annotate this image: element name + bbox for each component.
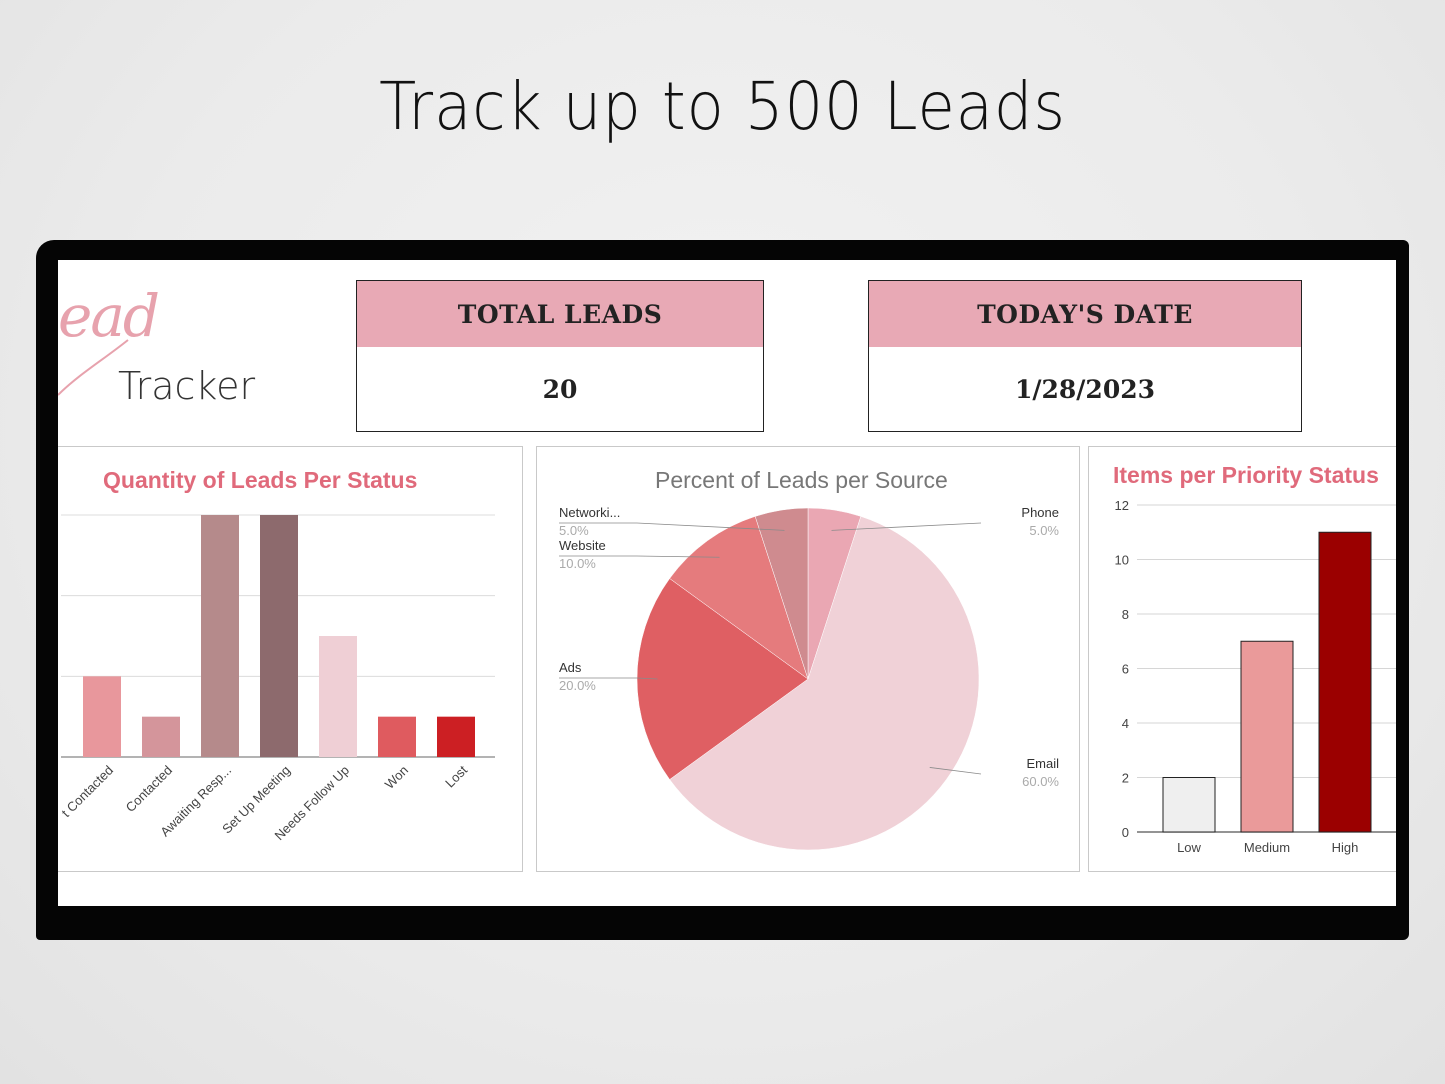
- slice-ads: [636, 578, 809, 780]
- pie-percent-label: 5.0%: [559, 523, 589, 538]
- leader-line: [559, 522, 785, 531]
- priority-chart-panel[interactable]: Items per Priority Status 0 2 4 6 8 10 12 Low Me…: [1088, 446, 1396, 872]
- logo-script: ead: [58, 282, 160, 350]
- leader-line: [559, 555, 720, 558]
- slice-networking: [754, 507, 809, 680]
- y-tick-label: 8: [1122, 607, 1129, 622]
- y-tick-label: 10: [1115, 553, 1129, 568]
- leader-line: [559, 677, 658, 680]
- logo-tracker: Tracker: [118, 364, 256, 408]
- source-chart-panel[interactable]: Percent of Leads per Source Phone 5.0% Ema…: [536, 446, 1080, 872]
- x-tick-label: Contacted: [123, 763, 176, 816]
- pie-label: Website: [559, 538, 606, 553]
- dashboard-screen: ead Tracker TOTAL LEADS 20 TODAY'S DATE …: [58, 260, 1396, 906]
- pie-label: Ads: [559, 660, 582, 675]
- pie-percent-label: 10.0%: [559, 556, 596, 571]
- x-tick-label: t Contacted: [58, 763, 116, 821]
- bar-lost: [437, 716, 475, 757]
- pie-label: Networki...: [559, 505, 620, 520]
- bar-set-up-meeting: [260, 515, 298, 757]
- bar-won: [378, 716, 416, 757]
- headline: Track up to 500 Leads: [379, 68, 1066, 145]
- pie-percent-label: 60.0%: [1022, 774, 1059, 789]
- leader-line: [929, 767, 982, 775]
- todays-date-value: 1/28/2023: [1014, 374, 1156, 404]
- source-pie-chart: Phone 5.0% Email 60.0% Ads 20.0% Website 10.0% N…: [559, 505, 1059, 851]
- y-tick-label: 6: [1122, 662, 1129, 677]
- x-tick-label: High: [1332, 840, 1359, 855]
- total-leads-card: TOTAL LEADS 20: [356, 280, 764, 432]
- bar-high: [1318, 531, 1372, 833]
- bar-medium: [1240, 640, 1294, 833]
- bar-not-contacted: [83, 676, 121, 757]
- total-leads-label: TOTAL LEADS: [357, 281, 763, 347]
- y-tick-label: 2: [1122, 771, 1129, 786]
- pie-percent-label: 20.0%: [559, 678, 596, 693]
- x-tick-label: Medium: [1244, 840, 1290, 855]
- bar-low: [1162, 777, 1216, 833]
- x-tick-label: Lost: [442, 762, 470, 790]
- bar-contacted: [142, 716, 180, 757]
- bar-awaiting-resp-: [201, 515, 239, 757]
- y-tick-label: 4: [1122, 716, 1129, 731]
- todays-date-label: TODAY'S DATE: [869, 281, 1301, 347]
- x-tick-label: Won: [382, 763, 411, 792]
- x-tick-label: Low: [1177, 840, 1201, 855]
- bar-needs-follow-up: [319, 636, 357, 757]
- priority-chart-title: Items per Priority Status: [1113, 462, 1379, 488]
- slice-email: [669, 516, 980, 851]
- total-leads-value: 20: [542, 374, 578, 404]
- source-chart-title: Percent of Leads per Source: [655, 467, 948, 493]
- pie-label: Phone: [1021, 505, 1059, 520]
- status-chart-title: Quantity of Leads Per Status: [103, 467, 418, 493]
- pie-percent-label: 5.0%: [1029, 523, 1059, 538]
- pie-label: Email: [1026, 756, 1059, 771]
- todays-date-card: TODAY'S DATE 1/28/2023: [868, 280, 1302, 432]
- logo-swash: [58, 339, 129, 396]
- y-tick-label: 0: [1122, 825, 1129, 840]
- priority-chart: 0 2 4 6 8 10 12 Low Medium High: [1115, 498, 1396, 855]
- leader-line: [831, 522, 982, 531]
- status-chart-panel[interactable]: Quantity of Leads Per Status t Contacted…: [58, 446, 523, 872]
- y-tick-label: 12: [1115, 498, 1129, 513]
